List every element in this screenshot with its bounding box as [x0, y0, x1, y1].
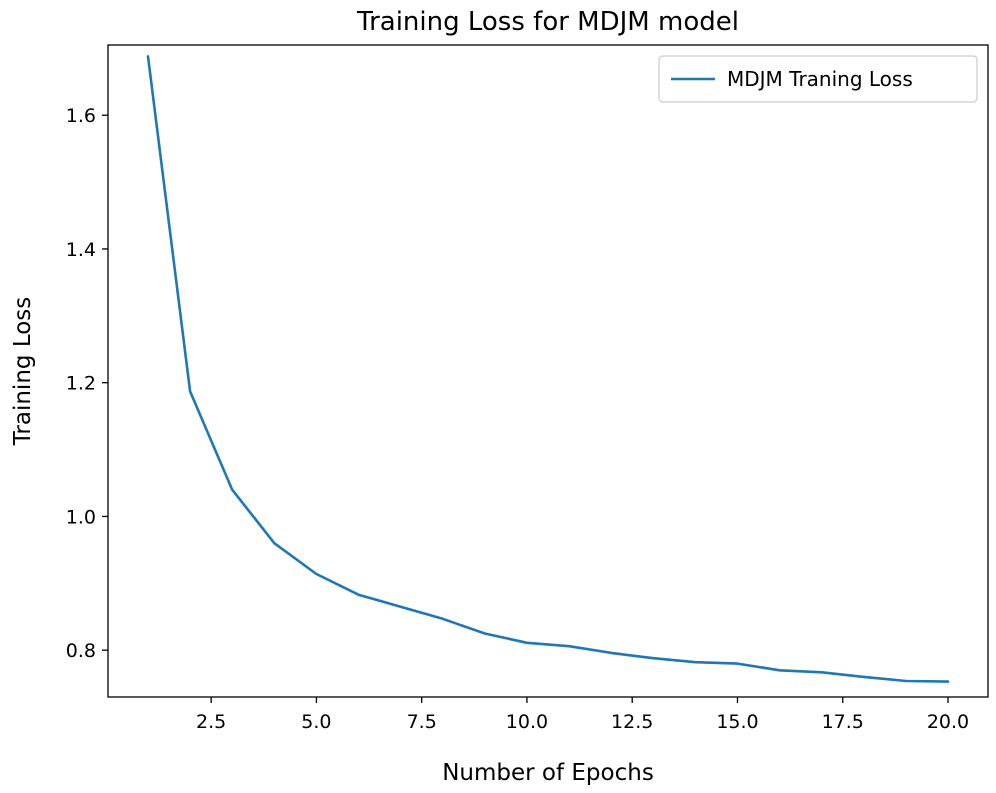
x-tick-label: 20.0: [927, 711, 969, 733]
y-tick-label: 1.0: [66, 506, 96, 528]
x-tick-label: 15.0: [716, 711, 758, 733]
legend: MDJM Traning Loss: [658, 55, 978, 103]
x-axis-label: Number of Epochs: [442, 760, 654, 786]
y-tick-label: 1.6: [66, 105, 96, 127]
plot-frame: [107, 44, 989, 698]
y-axis-label: Training Loss: [10, 297, 36, 447]
series-layer: [146, 55, 950, 683]
x-tick-label: 10.0: [506, 711, 548, 733]
y-tick-label: 1.2: [66, 373, 96, 395]
x-tick-label: 2.5: [196, 711, 226, 733]
plot-area: [107, 44, 989, 698]
legend-box: [658, 55, 978, 103]
y-tick-label: 1.4: [66, 239, 96, 261]
chart-title: Training Loss for MDJM model: [356, 7, 739, 37]
series-line: [146, 55, 950, 683]
x-tick-label: 12.5: [611, 711, 653, 733]
x-tick-label: 17.5: [822, 711, 864, 733]
x-tick-label: 5.0: [301, 711, 331, 733]
y-tick-label: 0.8: [66, 640, 96, 662]
x-axis: 2.5 5.0 7.5 10.0 12.5 15.0 17.5 20.0: [196, 697, 969, 733]
y-axis: 0.8 1.0 1.2 1.4 1.6: [66, 105, 108, 662]
x-tick-label: 7.5: [407, 711, 437, 733]
legend-label: MDJM Traning Loss: [727, 67, 913, 91]
